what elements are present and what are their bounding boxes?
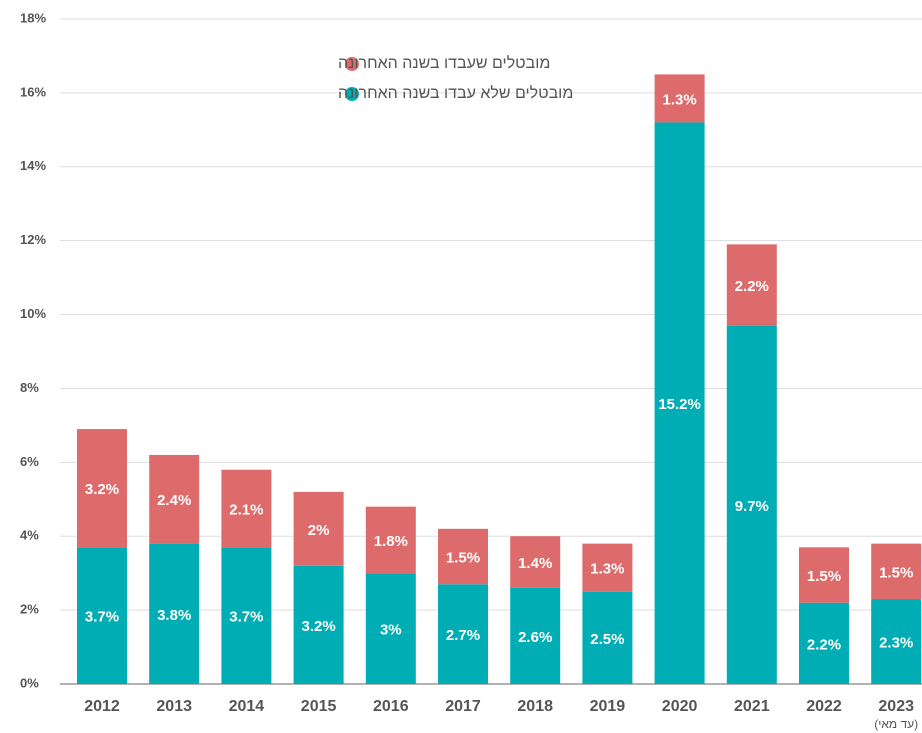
legend-marker: [345, 87, 359, 101]
x-tick-label: 2023: [878, 698, 914, 715]
x-tick-label: 2019: [590, 698, 626, 715]
bar-segment: [726, 244, 777, 326]
value-label: 3.2%: [301, 618, 335, 635]
value-label: 2.2%: [735, 278, 769, 295]
y-tick-label: 12%: [20, 232, 46, 247]
bar-segment: [871, 543, 922, 600]
value-label: 2.7%: [446, 627, 480, 644]
value-label: 1.4%: [518, 555, 552, 572]
bar-segment: [726, 325, 777, 684]
y-tick-label: 6%: [20, 454, 39, 469]
y-tick-label: 2%: [20, 602, 39, 617]
bar-segment: [654, 122, 705, 684]
value-label: 9.7%: [735, 498, 769, 515]
x-tick-label: 2021: [734, 698, 770, 715]
bar-segment: [510, 536, 561, 588]
value-label: 2.1%: [229, 501, 263, 518]
x-tick-label: 2017: [445, 698, 481, 715]
value-label: 3.8%: [157, 607, 191, 624]
bar-segment: [77, 429, 127, 548]
value-label: 1.5%: [446, 550, 480, 567]
bar-segment: [582, 591, 633, 684]
annotation: (עד מאי): [874, 717, 918, 731]
bar-segment: [438, 528, 488, 585]
value-label: 3.7%: [85, 609, 119, 626]
bar-segment: [582, 543, 633, 592]
value-label: 3.7%: [229, 609, 263, 626]
y-tick-label: 10%: [20, 306, 46, 321]
value-label: 3.2%: [85, 481, 119, 498]
bar-segment: [221, 547, 272, 684]
bar-segment: [365, 573, 416, 684]
bar-segment: [365, 506, 416, 574]
legend-label: מובטלים שעבדו בשנה האחרונה: [338, 54, 550, 72]
y-tick-label: 0%: [20, 675, 39, 690]
x-tick-label: 2022: [806, 698, 842, 715]
bar-segment: [871, 599, 922, 684]
value-label: 1.5%: [879, 564, 913, 581]
y-tick-label: 4%: [20, 528, 39, 543]
value-label: 2.2%: [807, 636, 841, 653]
x-tick-label: 2018: [517, 698, 553, 715]
x-tick-label: 2015: [301, 698, 337, 715]
value-label: 2.4%: [157, 492, 191, 509]
bar-segment: [510, 587, 561, 684]
x-tick-label: 2013: [156, 698, 192, 715]
value-label: 2.5%: [590, 631, 624, 648]
x-tick-label: 2020: [662, 698, 698, 715]
bar-segment: [654, 74, 705, 123]
y-tick-label: 16%: [20, 84, 46, 99]
value-label: 2.3%: [879, 634, 913, 651]
value-label: 1.8%: [374, 533, 408, 550]
y-tick-label: 8%: [20, 380, 39, 395]
bar-segment: [77, 547, 127, 684]
x-tick-label: 2012: [84, 698, 120, 715]
bar-segment: [799, 602, 849, 684]
bar-segment: [221, 469, 272, 548]
bar-segment: [293, 565, 344, 684]
y-tick-label: 18%: [20, 10, 46, 25]
value-label: 1.5%: [807, 568, 841, 585]
legend-label: מובטלים שלא עבדו בשנה האחרונה: [338, 84, 573, 102]
value-label: 2%: [308, 522, 330, 539]
y-tick-label: 14%: [20, 158, 46, 173]
legend-marker: [345, 57, 359, 71]
bar-segment: [799, 547, 849, 603]
value-label: 1.3%: [662, 91, 696, 108]
x-tick-label: 2016: [373, 698, 409, 715]
value-label: 15.2%: [658, 396, 701, 413]
bar-segment: [149, 543, 200, 684]
value-label: 2.6%: [518, 629, 552, 646]
value-label: 1.3%: [590, 561, 624, 578]
x-tick-label: 2014: [229, 698, 265, 715]
bar-segment: [149, 454, 200, 544]
bar-segment: [438, 584, 488, 684]
bar-segment: [293, 491, 344, 566]
value-label: 3%: [380, 622, 402, 639]
